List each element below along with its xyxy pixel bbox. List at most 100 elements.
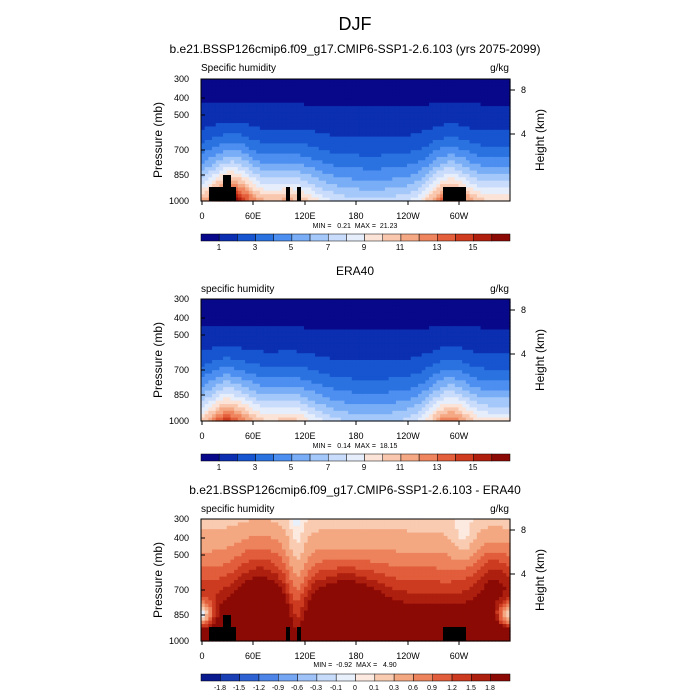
field-cell (241, 153, 246, 158)
field-cell (432, 143, 438, 148)
field-cell (270, 187, 276, 192)
field-cell (208, 150, 213, 155)
field-cell (381, 190, 386, 195)
field-cell (421, 190, 426, 195)
field-cell (436, 305, 441, 310)
field-cell (359, 140, 364, 144)
field-cell (245, 133, 250, 138)
field-cell (498, 315, 504, 320)
field-cell (270, 106, 276, 111)
field-cell (381, 353, 386, 358)
field-cell (259, 123, 265, 128)
field-cell (351, 346, 357, 351)
field-cell (215, 129, 220, 134)
field-cell (215, 336, 220, 341)
field-cell (300, 173, 305, 178)
field-cell (484, 309, 489, 314)
field-cell (414, 126, 419, 131)
field-cell (326, 339, 331, 344)
field-cell (274, 190, 279, 195)
field-cell (304, 99, 309, 104)
field-cell (384, 112, 390, 117)
field-cell (212, 180, 217, 185)
field-cell (245, 177, 250, 182)
field-cell (465, 336, 471, 341)
field-cell (234, 85, 239, 90)
field-cell (469, 109, 474, 114)
field-cell (289, 319, 294, 324)
field-cell (333, 92, 338, 97)
field-cell (307, 184, 312, 189)
field-cell (248, 112, 254, 117)
field-cell (300, 349, 305, 354)
field-cell (270, 180, 276, 185)
field-cell (267, 366, 272, 371)
field-cell (447, 92, 452, 97)
field-cell (223, 126, 228, 131)
field-cell (318, 129, 323, 134)
field-cell (447, 146, 452, 151)
field-cell (410, 326, 415, 331)
field-cell (429, 150, 434, 155)
field-cell (296, 82, 301, 87)
field-cell (315, 160, 320, 165)
field-cell (208, 315, 213, 320)
field-cell (245, 305, 250, 310)
field-cell (480, 153, 485, 158)
field-cell (414, 146, 419, 151)
field-cell (484, 102, 489, 107)
field-cell (201, 170, 206, 175)
field-cell (429, 197, 434, 202)
field-cell (480, 356, 485, 361)
field-cell (462, 156, 467, 161)
field-cell (443, 133, 449, 138)
field-cell (208, 99, 213, 104)
field-cell (491, 322, 496, 327)
field-cell (359, 133, 364, 138)
field-cell (359, 146, 364, 151)
field-cell (498, 153, 504, 158)
field-cell (498, 129, 504, 134)
field-cell (278, 106, 283, 111)
field-cell (322, 190, 327, 195)
field-cell (487, 353, 493, 358)
field-cell (443, 89, 449, 94)
field-cell (226, 112, 232, 117)
field-cell (326, 89, 331, 94)
field-cell (458, 156, 463, 161)
field-cell (304, 194, 309, 199)
field-cell (436, 106, 441, 111)
field-cell (440, 197, 445, 202)
field-cell (281, 146, 287, 151)
field-cell (285, 184, 290, 189)
field-cell (285, 309, 290, 314)
field-cell (395, 363, 401, 368)
field-cell (392, 329, 397, 334)
field-cell (506, 173, 511, 178)
field-cell (502, 140, 507, 144)
field-cell (418, 82, 423, 87)
field-cell (296, 136, 301, 141)
field-cell (395, 190, 401, 195)
panel-1-xtick-label: 0 (199, 211, 204, 221)
field-cell (234, 353, 239, 358)
field-cell (373, 143, 379, 148)
field-cell (458, 180, 463, 185)
field-cell (440, 85, 445, 90)
field-cell (226, 346, 232, 351)
field-cell (340, 332, 346, 337)
field-cell (204, 366, 209, 371)
field-cell (362, 153, 368, 158)
field-cell (252, 129, 257, 134)
field-cell (366, 312, 371, 317)
field-cell (381, 366, 386, 371)
field-cell (234, 133, 239, 138)
field-cell (425, 129, 430, 134)
field-cell (237, 329, 243, 334)
field-cell (296, 85, 301, 90)
field-cell (384, 319, 390, 324)
field-cell (274, 180, 279, 185)
field-cell (388, 363, 393, 368)
field-cell (495, 322, 500, 327)
field-cell (267, 336, 272, 341)
